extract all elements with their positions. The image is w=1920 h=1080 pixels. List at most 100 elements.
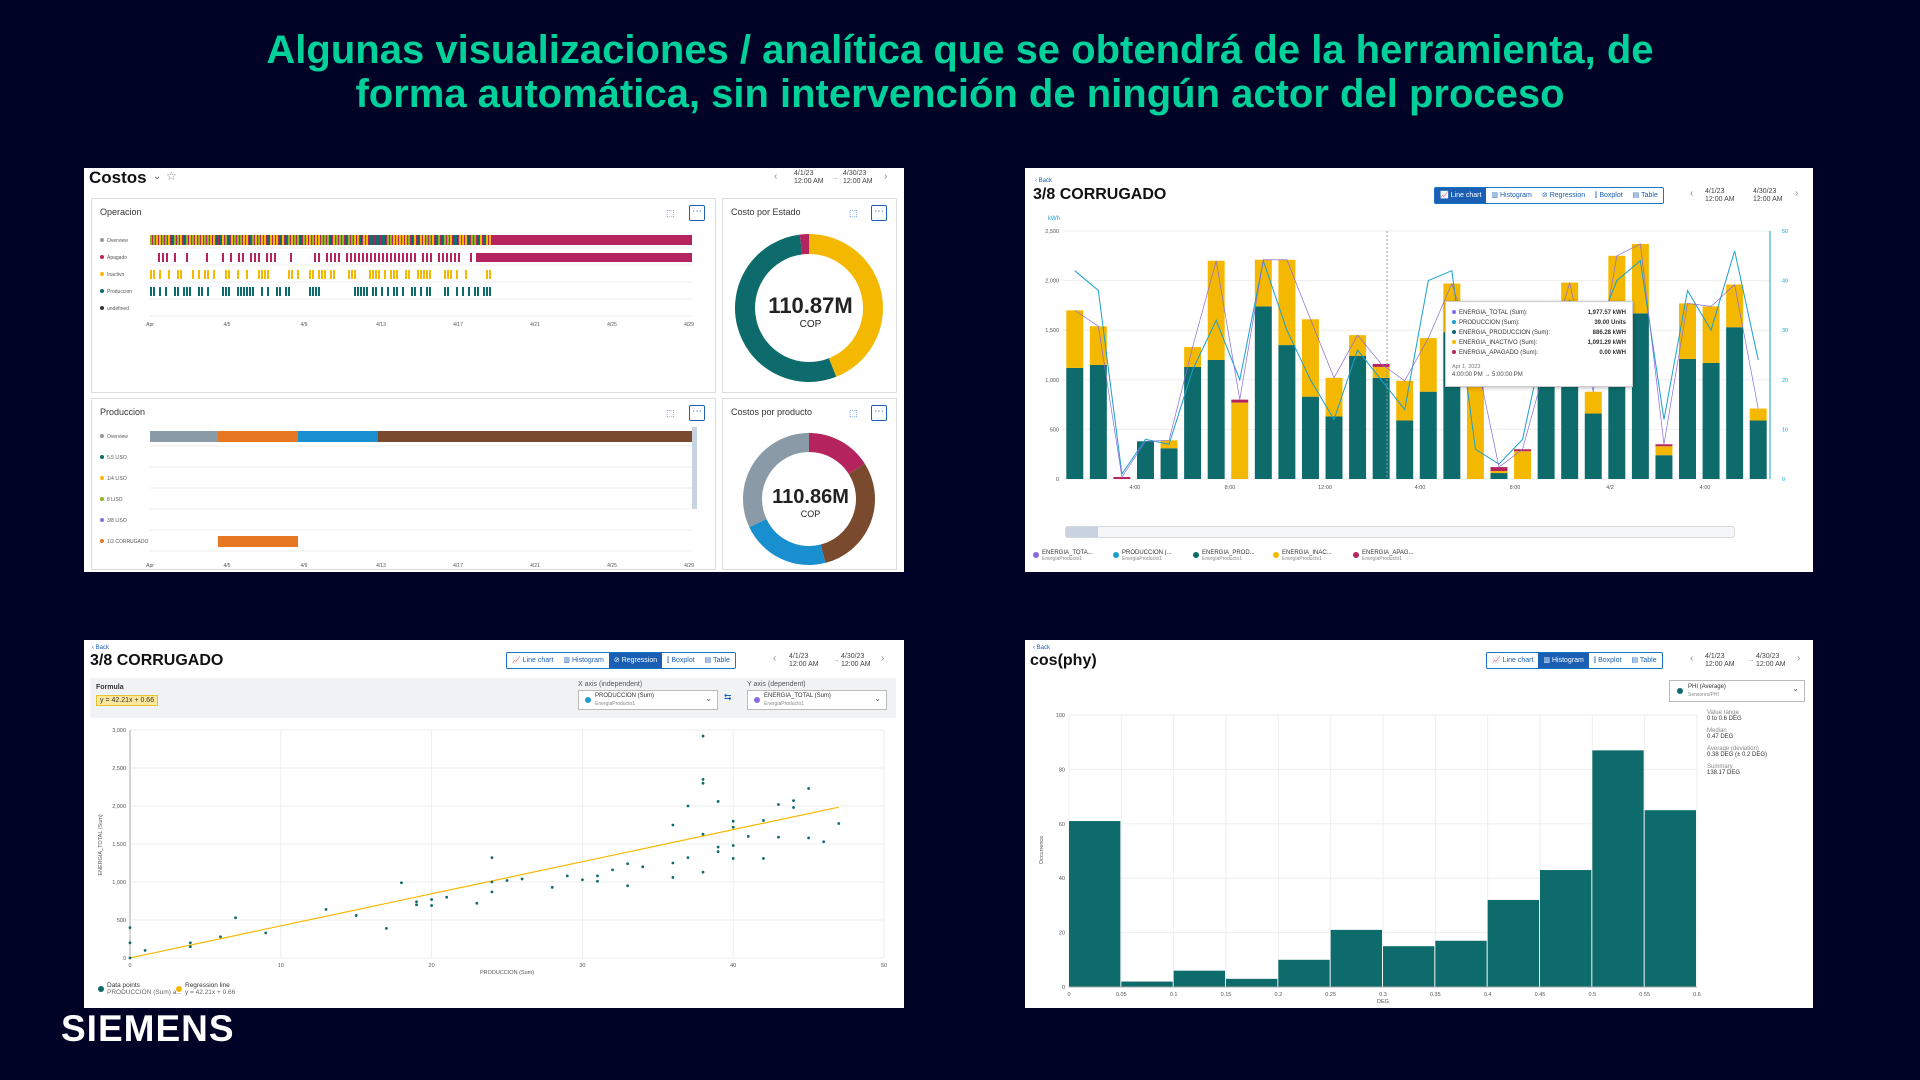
more-button[interactable]: ⋯	[871, 205, 887, 221]
legend-dot	[1353, 552, 1359, 558]
overview-segment	[468, 235, 470, 245]
chevron-down-icon[interactable]: ⌄	[153, 171, 162, 182]
chevron-left-icon[interactable]: ‹	[1690, 653, 1694, 664]
back-link[interactable]: ‹ Back	[92, 645, 110, 651]
swap-icon[interactable]: ⇆	[724, 692, 732, 702]
overview-segment	[423, 235, 425, 245]
legend-text: ENERGIA_TOTA... EnergiaProducto1	[1042, 550, 1093, 562]
back-link[interactable]: ‹ Back	[1033, 645, 1051, 651]
costo-estado-title: Costo por Estado	[731, 207, 801, 217]
legend-item[interactable]: ENERGIA_PROD... EnergiaProducto1	[1193, 550, 1255, 562]
x-axis-select[interactable]: PRODUCCION (Sum) EnergiaProducto1 ⌄	[578, 690, 718, 710]
tab-line-chart[interactable]: 📈 Line chart	[1435, 188, 1487, 203]
apagado-segment	[254, 253, 256, 262]
overview-segment	[393, 235, 395, 245]
legend-item[interactable]: ENERGIA_INAC... EnergiaProducto1	[1273, 550, 1332, 562]
date-to[interactable]: 4/30/23 12:00 AM	[1756, 653, 1786, 668]
tooltip-label: ENERGIA_PRODUCCION (Sum):	[1452, 328, 1550, 338]
legend-data-points[interactable]: Data points PRODUCCION (Sum) a...	[98, 982, 182, 996]
legend-item[interactable]: ENERGIA_TOTA... EnergiaProducto1	[1033, 550, 1093, 562]
apagado-segment	[476, 253, 692, 262]
tab-regression[interactable]: ⊘ Regression	[1541, 192, 1586, 199]
inactivo-segment	[246, 270, 248, 279]
series-select[interactable]: PHI (Average) Sensores/PHI ⌄	[1669, 680, 1805, 702]
chevron-right-icon[interactable]: ›	[1795, 188, 1799, 199]
series-dot	[1677, 688, 1683, 694]
chevron-left-icon[interactable]: ‹	[1690, 188, 1694, 199]
overview-segment	[360, 235, 362, 245]
produccion-segment	[177, 287, 179, 296]
date-from[interactable]: 4/1/23 12:00 AM	[1705, 188, 1735, 203]
tab-line-chart[interactable]: 📈 Line chart	[512, 657, 554, 664]
row-label: Overview	[107, 434, 128, 440]
chart-icon[interactable]: ⬚	[849, 208, 858, 218]
y-axis-select[interactable]: ENERGIA_TOTAL (Sum) EnergiaProducto1 ⌄	[747, 690, 887, 710]
x-tick-label: 0.15	[1221, 992, 1232, 998]
more-button[interactable]: ⋯	[689, 205, 705, 221]
x-tick-label: 4/2	[1606, 485, 1614, 491]
scrollbar-handle[interactable]	[1066, 527, 1098, 537]
date-to[interactable]: 4/30/23 12:00 AM	[841, 653, 871, 668]
date-from[interactable]: 4/1/23 12:00 AM	[789, 653, 819, 668]
chevron-right-icon[interactable]: ›	[1797, 653, 1801, 664]
arrow-right-icon: →	[832, 655, 840, 664]
legend-regression-sub: y = 42.21x + 0.66	[185, 989, 236, 996]
chevron-right-icon[interactable]: ›	[884, 171, 888, 182]
x-tick-label: 0.2	[1275, 992, 1283, 998]
inactivo-segment	[447, 270, 449, 279]
back-link[interactable]: ‹ Back	[1035, 178, 1053, 184]
tab-table[interactable]: ▤ Table	[1632, 192, 1658, 199]
data-point	[264, 931, 268, 935]
date-from[interactable]: 4/1/23 12:00 AM	[794, 170, 824, 185]
produccion-segment	[387, 287, 389, 296]
row-label: 1/4 LISO	[107, 476, 127, 482]
tab-regression[interactable]: ⊘ Regression	[608, 653, 663, 668]
time-scrollbar[interactable]	[1065, 526, 1735, 538]
stat-label: Median	[1707, 728, 1727, 734]
produccion-segment	[225, 287, 227, 296]
y-tick-label: 2,500	[1045, 229, 1059, 235]
chart-icon[interactable]: ⬚	[849, 408, 858, 418]
x-tick-label: 4/29	[684, 563, 694, 569]
star-icon[interactable]: ☆	[166, 169, 177, 183]
data-point	[731, 857, 735, 860]
more-button[interactable]: ⋯	[689, 405, 705, 421]
legend-regression-line[interactable]: Regression line y = 42.21x + 0.66	[176, 982, 235, 996]
more-button[interactable]: ⋯	[871, 405, 887, 421]
chart-icon[interactable]: ⬚	[666, 408, 675, 418]
chart-icon[interactable]: ⬚	[666, 208, 675, 218]
x-tick-label: 40	[730, 963, 736, 969]
tab-histogram[interactable]: ▥ Histogram	[1538, 653, 1589, 668]
legend-item[interactable]: ENERGIA_APAG... EnergiaProducto1	[1353, 550, 1414, 562]
chevron-left-icon[interactable]: ‹	[773, 653, 777, 664]
bar	[1679, 303, 1697, 359]
date-to[interactable]: 4/30/23 12:00 AM	[843, 170, 873, 185]
operacion-title: Operacion	[100, 207, 142, 217]
tab-histogram[interactable]: ▥ Histogram	[1491, 192, 1532, 199]
date-from[interactable]: 4/1/23 12:00 AM	[1705, 653, 1735, 668]
x-axis-sub: EnergiaProducto1	[595, 701, 636, 707]
costo-estado-donut	[735, 234, 883, 382]
arrow-right-icon: →	[1753, 190, 1761, 199]
tab-boxplot[interactable]: ⫿ Boxplot	[667, 657, 695, 664]
data-point	[188, 945, 192, 948]
tab-boxplot[interactable]: ⫿ Boxplot	[1593, 657, 1622, 664]
tab-line-chart[interactable]: 📈 Line chart	[1492, 657, 1534, 664]
tab-histogram[interactable]: ▥ Histogram	[563, 657, 604, 664]
x-tick-label: 8:00	[1510, 485, 1521, 491]
date-to[interactable]: 4/30/23 12:00 AM	[1753, 188, 1783, 203]
inactivo-segment	[258, 270, 260, 279]
overview-segment	[291, 235, 293, 245]
tab-table[interactable]: ▤ Table	[1631, 657, 1657, 664]
inactivo-segment	[177, 270, 179, 279]
chevron-right-icon[interactable]: ›	[881, 653, 885, 664]
chevron-left-icon[interactable]: ‹	[774, 171, 778, 182]
legend-sub: EnergiaProducto1	[1122, 556, 1163, 562]
data-point	[731, 825, 735, 829]
tab-boxplot[interactable]: ⫿ Boxplot	[1595, 192, 1623, 199]
legend-item[interactable]: PRODUCCION (... EnergiaProducto1	[1113, 550, 1172, 562]
bar	[1325, 416, 1343, 479]
tab-table[interactable]: ▤ Table	[704, 657, 730, 664]
bar	[1372, 363, 1390, 367]
x-tick-label: 12:00	[1318, 485, 1332, 491]
